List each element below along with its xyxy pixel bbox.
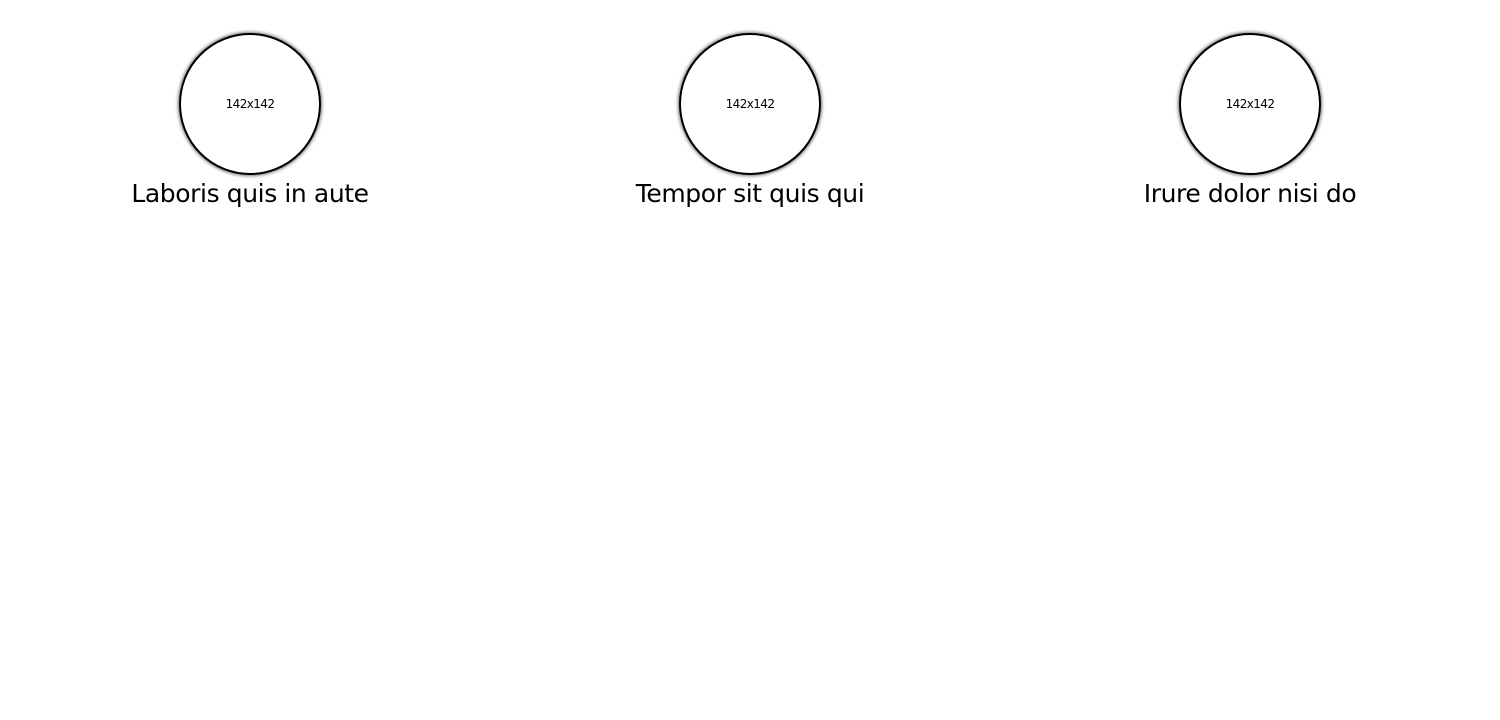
avatar-placeholder-image: 142x142 (179, 33, 321, 175)
card-row: 142x142 Laboris quis in aute 142x142 Tem… (0, 33, 1500, 209)
image-size-label: 142x142 (725, 97, 775, 111)
card-caption: Irure dolor nisi do (1143, 179, 1357, 208)
card: 142x142 Irure dolor nisi do (1000, 33, 1500, 209)
avatar-placeholder-image: 142x142 (679, 33, 821, 175)
card: 142x142 Laboris quis in aute (0, 33, 500, 209)
image-size-label: 142x142 (1225, 97, 1275, 111)
card-caption: Tempor sit quis qui (635, 179, 865, 208)
card: 142x142 Tempor sit quis qui (500, 33, 1000, 209)
image-size-label: 142x142 (225, 97, 275, 111)
card-caption: Laboris quis in aute (131, 179, 369, 208)
avatar-placeholder-image: 142x142 (1179, 33, 1321, 175)
